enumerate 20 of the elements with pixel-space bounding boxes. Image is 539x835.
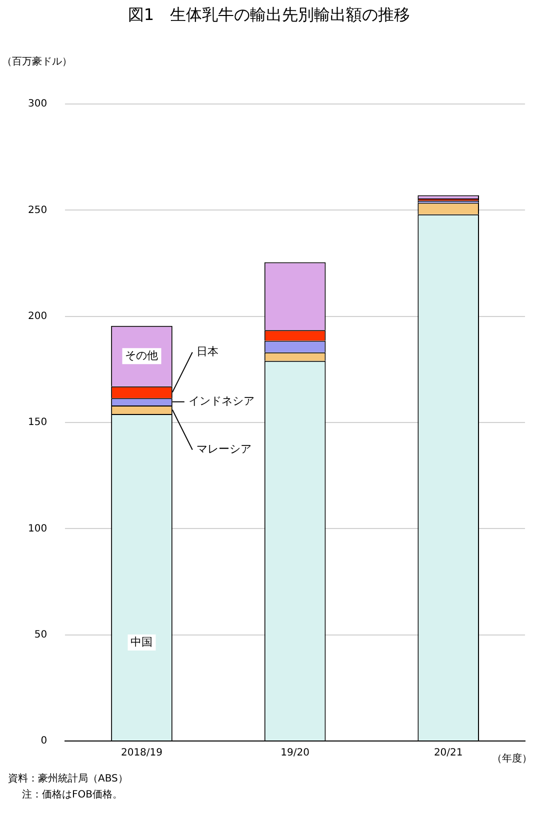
text: 日本 [196, 345, 218, 358]
text: マレーシア [196, 442, 252, 456]
y-axis-title: （百万豪ドル） [2, 56, 72, 68]
text: 資料：豪州統計局（ABS） [8, 772, 128, 785]
y-tick-label: 150 [28, 417, 48, 428]
series-label: 中国 [130, 635, 153, 648]
text: 注：価格はFOB価格。 [22, 788, 122, 801]
series-label: インドネシア [188, 394, 254, 408]
x-axis-title: （年度） [492, 752, 532, 765]
y-tick-label: 200 [28, 310, 48, 322]
x-tick-label: 19/20 [280, 748, 310, 759]
chart-title: 図1 生体乳牛の輸出先別輸出額の推移 [128, 5, 410, 24]
y-tick-label: 0 [40, 736, 48, 747]
series-label: その他 [125, 349, 158, 362]
x-tick-label: 20/21 [434, 748, 463, 759]
y-tick-label: 100 [28, 523, 48, 534]
y-tick-label: 300 [28, 98, 48, 110]
y-tick-label: 50 [34, 629, 48, 640]
x-tick-label: 2018/19 [120, 748, 163, 759]
y-tick-label: 250 [28, 204, 48, 216]
